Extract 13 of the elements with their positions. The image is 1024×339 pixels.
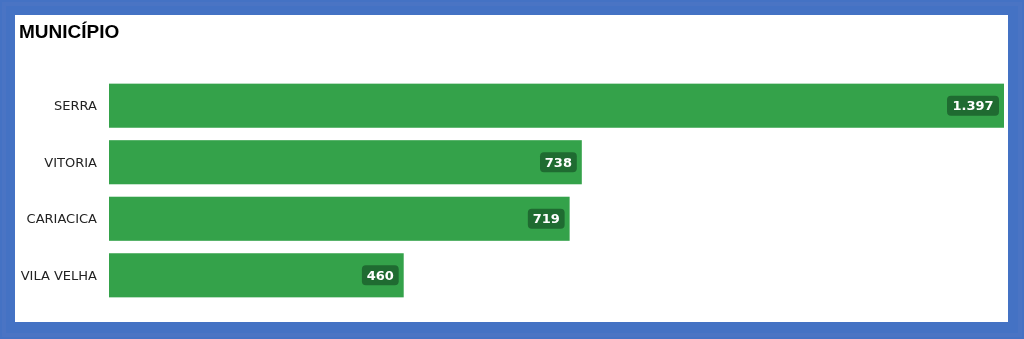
bar <box>109 83 1004 128</box>
data-label: 719 <box>532 211 560 227</box>
y-tick-label: VITORIA <box>44 154 98 170</box>
data-label: 460 <box>366 267 394 283</box>
y-tick-label: SERRA <box>54 98 98 114</box>
chart-title: MUNICÍPIO <box>19 21 120 42</box>
data-label: 1.397 <box>952 98 994 114</box>
y-tick-label: VILA VELHA <box>20 267 98 283</box>
bar <box>109 196 570 241</box>
bar <box>109 253 404 298</box>
data-label: 738 <box>544 154 572 170</box>
y-tick-label: CARIACICA <box>26 211 98 227</box>
bar <box>109 140 582 185</box>
